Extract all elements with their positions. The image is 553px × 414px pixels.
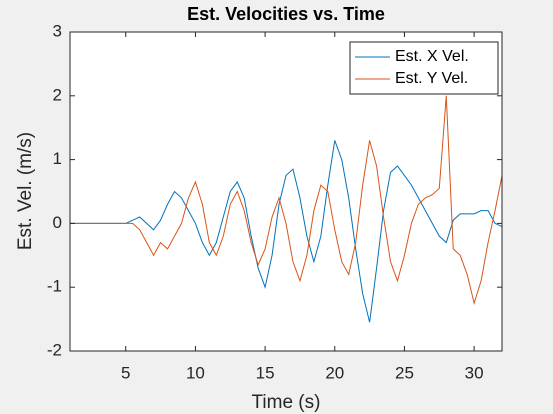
x-tick-label: 5 [121,363,130,382]
y-tick-label: 0 [53,213,62,232]
legend-label: Est. Y Vel. [395,70,468,87]
legend-label: Est. X Vel. [395,48,469,65]
x-tick-label: 15 [256,363,275,382]
x-tick-label: 20 [325,363,344,382]
x-tick-label: 25 [395,363,414,382]
axes-box [69,31,503,352]
chart-title: Est. Velocities vs. Time [187,4,385,24]
y-tick-label: 3 [53,21,62,40]
y-tick-label: 1 [53,149,62,168]
legend-box [349,41,499,95]
y-tick-label: 2 [53,85,62,104]
y-tick-label: -1 [47,277,62,296]
y-tick-label: -2 [47,340,62,359]
x-axis-label: Time (s) [252,392,321,413]
y-axis-label: Est. Vel. (m/s) [15,132,36,250]
x-tick-label: 10 [186,363,205,382]
x-tick-label: 30 [465,363,484,382]
data-line [70,95,502,306]
data-line [70,140,502,323]
